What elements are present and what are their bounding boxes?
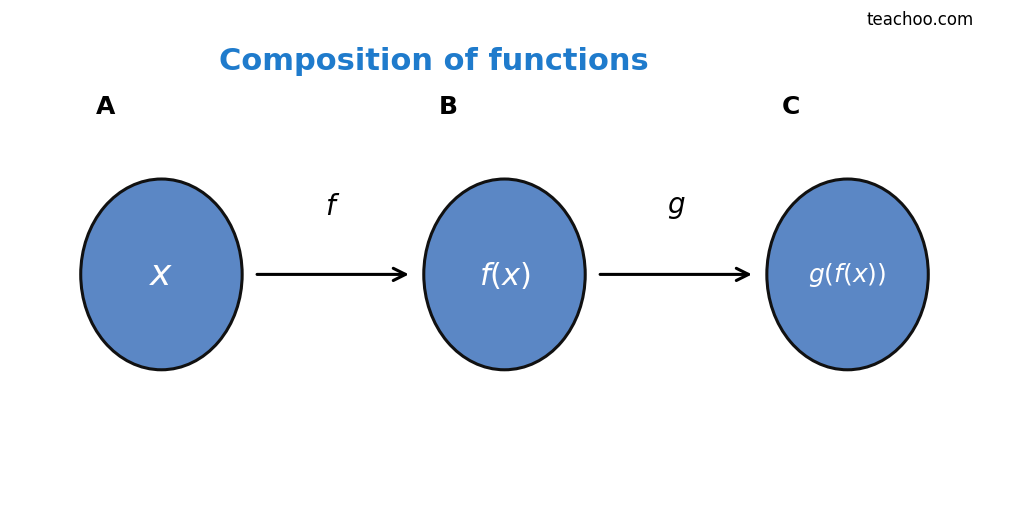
Text: teachoo.com: teachoo.com xyxy=(867,11,974,29)
Ellipse shape xyxy=(424,180,585,370)
Ellipse shape xyxy=(767,180,928,370)
Text: $f$: $f$ xyxy=(325,192,341,220)
Text: $f(x)$: $f(x)$ xyxy=(478,260,531,290)
Text: $g(f(x))$: $g(f(x))$ xyxy=(808,261,887,289)
Text: C: C xyxy=(782,95,800,119)
Text: B: B xyxy=(439,95,457,119)
Ellipse shape xyxy=(81,180,242,370)
Text: $x$: $x$ xyxy=(149,258,174,292)
Text: A: A xyxy=(96,95,116,119)
Text: Composition of functions: Composition of functions xyxy=(219,47,649,75)
Text: $g$: $g$ xyxy=(667,192,685,220)
